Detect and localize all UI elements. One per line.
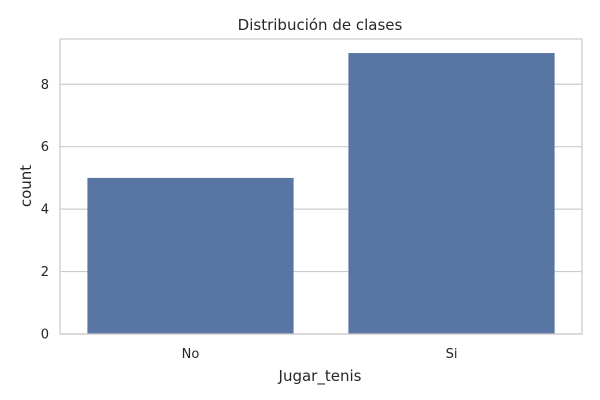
y-tick-label: 4 (41, 203, 49, 218)
plot-frame (59, 38, 583, 335)
y-axis-label: count (17, 165, 35, 207)
y-tick-label: 8 (41, 78, 49, 93)
y-tick-label: 0 (41, 328, 49, 343)
y-tick-label: 6 (41, 140, 49, 155)
y-tick-labels: 0 2 4 6 8 (41, 78, 49, 343)
bar-no (87, 177, 294, 334)
x-tick-label-no: No (182, 347, 200, 362)
x-tick-labels: No Si (182, 347, 458, 362)
bars (87, 53, 555, 335)
y-tick-label: 2 (41, 265, 49, 280)
chart-title: Distribución de clases (238, 16, 403, 34)
x-tick-label-si: Si (446, 347, 458, 362)
bar-si (348, 53, 555, 335)
x-axis-label: Jugar_tenis (278, 367, 362, 386)
